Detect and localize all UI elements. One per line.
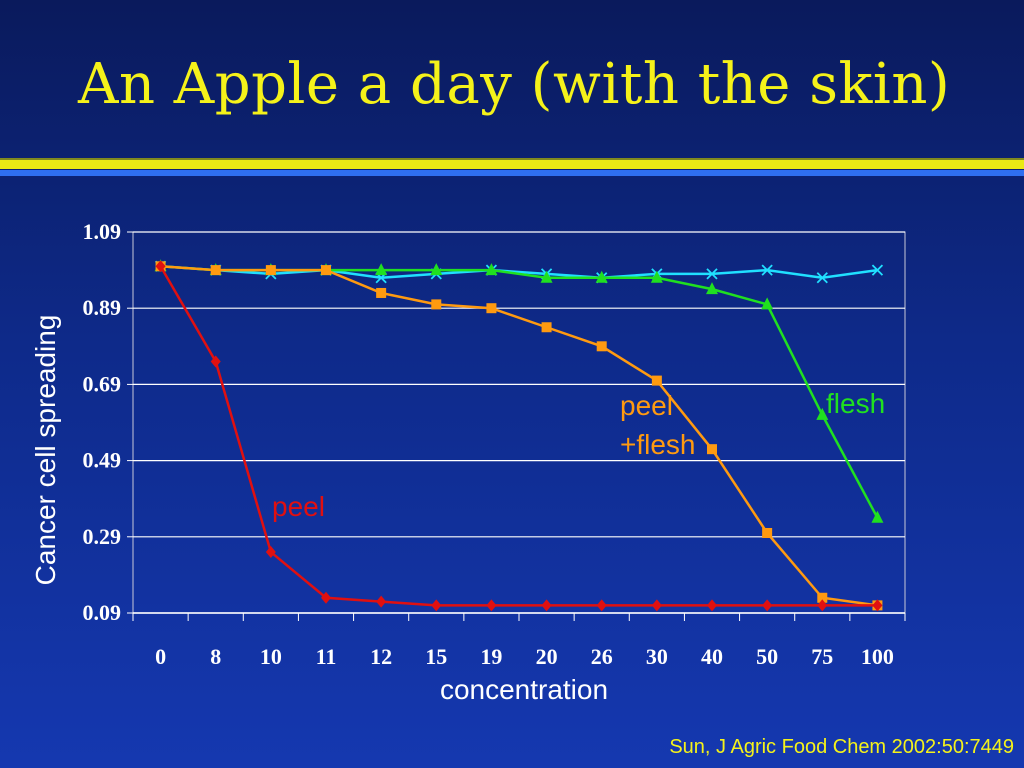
data-point-peel: [872, 599, 883, 612]
data-point-peel: [376, 595, 387, 608]
data-point-flesh: [650, 270, 663, 283]
x-tick-label: 0: [155, 644, 166, 669]
data-point-flesh: [761, 297, 774, 310]
data-point-peel: [431, 599, 442, 612]
data-point-peel_flesh: [376, 287, 387, 298]
data-point-flesh: [375, 263, 388, 276]
data-point-peel_flesh: [651, 375, 662, 386]
chart-gridlines: [127, 231, 906, 621]
annotation-peel-flesh-line2: +flesh: [620, 429, 696, 460]
data-point-peel: [155, 260, 166, 273]
y-tick-label: 1.09: [83, 219, 122, 244]
data-point-peel: [265, 546, 276, 559]
data-point-flesh: [706, 282, 718, 295]
data-point-peel_flesh: [265, 265, 276, 276]
data-point-flesh: [816, 407, 829, 420]
y-tick-label: 0.89: [83, 295, 122, 320]
data-point-flesh: [540, 270, 553, 283]
title-underline-yellow: [0, 160, 1024, 169]
data-point-peel_flesh: [210, 265, 221, 276]
data-point-control: [706, 268, 718, 280]
data-point-peel_flesh: [817, 592, 828, 603]
y-tick-label: 0.29: [83, 524, 122, 549]
title-underline-shadow: [0, 158, 1024, 160]
y-axis-label: Cancer cell spreading: [30, 315, 61, 586]
data-point-peel: [817, 599, 828, 612]
data-point-flesh: [871, 510, 884, 523]
x-tick-label: 50: [756, 644, 778, 669]
data-point-peel: [762, 599, 773, 612]
slide-title: An Apple a day (with the skin): [78, 52, 951, 117]
data-point-peel_flesh: [431, 299, 442, 310]
data-point-peel: [486, 599, 497, 612]
data-point-flesh: [595, 270, 608, 283]
series-line-peel: [159, 265, 878, 607]
x-tick-label: 11: [316, 644, 337, 669]
x-tick-label: 10: [260, 644, 282, 669]
data-point-peel: [541, 599, 552, 612]
data-point-peel_flesh: [596, 341, 607, 352]
data-point-flesh: [430, 263, 443, 276]
x-tick-label: 8: [210, 644, 221, 669]
annotation-flesh: flesh: [826, 388, 885, 419]
data-point-peel_flesh: [762, 527, 773, 538]
x-tick-label: 20: [536, 644, 558, 669]
chart-series: [154, 259, 884, 612]
citation: Sun, J Agric Food Chem 2002:50:7449: [669, 736, 1014, 758]
data-point-peel_flesh: [321, 265, 331, 276]
annotation-peel-flesh-line1: peel: [620, 390, 673, 421]
x-tick-label: 19: [480, 644, 502, 669]
x-axis-label: concentration: [440, 674, 608, 705]
x-tick-label: 40: [701, 644, 723, 669]
data-point-peel: [210, 355, 221, 368]
x-tick-label: 15: [425, 644, 447, 669]
x-tick-label: 26: [591, 644, 613, 669]
y-tick-label: 0.49: [83, 448, 122, 473]
title-underline-blue: [0, 170, 1024, 176]
y-tick-label: 0.09: [83, 600, 122, 625]
series-line-peel_flesh: [160, 265, 878, 607]
data-point-peel_flesh: [486, 303, 497, 314]
x-tick-label: 75: [811, 644, 833, 669]
x-tick-label: 30: [646, 644, 668, 669]
data-point-peel_flesh: [707, 444, 717, 455]
data-point-flesh: [485, 263, 498, 276]
data-point-peel: [596, 599, 607, 612]
data-point-peel_flesh: [541, 322, 552, 333]
data-point-peel: [651, 599, 662, 612]
annotation-peel: peel: [272, 491, 325, 522]
series-line-control: [160, 265, 878, 279]
chart-tick-labels: 0.09 0.29 0.49 0.69 0.89 1.09 0 8 10 11 12 15 19 20 26…: [83, 219, 894, 669]
x-tick-label: 100: [861, 644, 894, 669]
plot-frame: [132, 231, 906, 614]
data-point-control: [871, 264, 884, 276]
data-point-control: [816, 272, 828, 284]
data-point-control: [761, 264, 773, 276]
y-tick-label: 0.69: [83, 371, 122, 396]
x-tick-label: 12: [370, 644, 392, 669]
data-point-peel: [707, 599, 717, 612]
data-point-peel: [321, 591, 331, 604]
